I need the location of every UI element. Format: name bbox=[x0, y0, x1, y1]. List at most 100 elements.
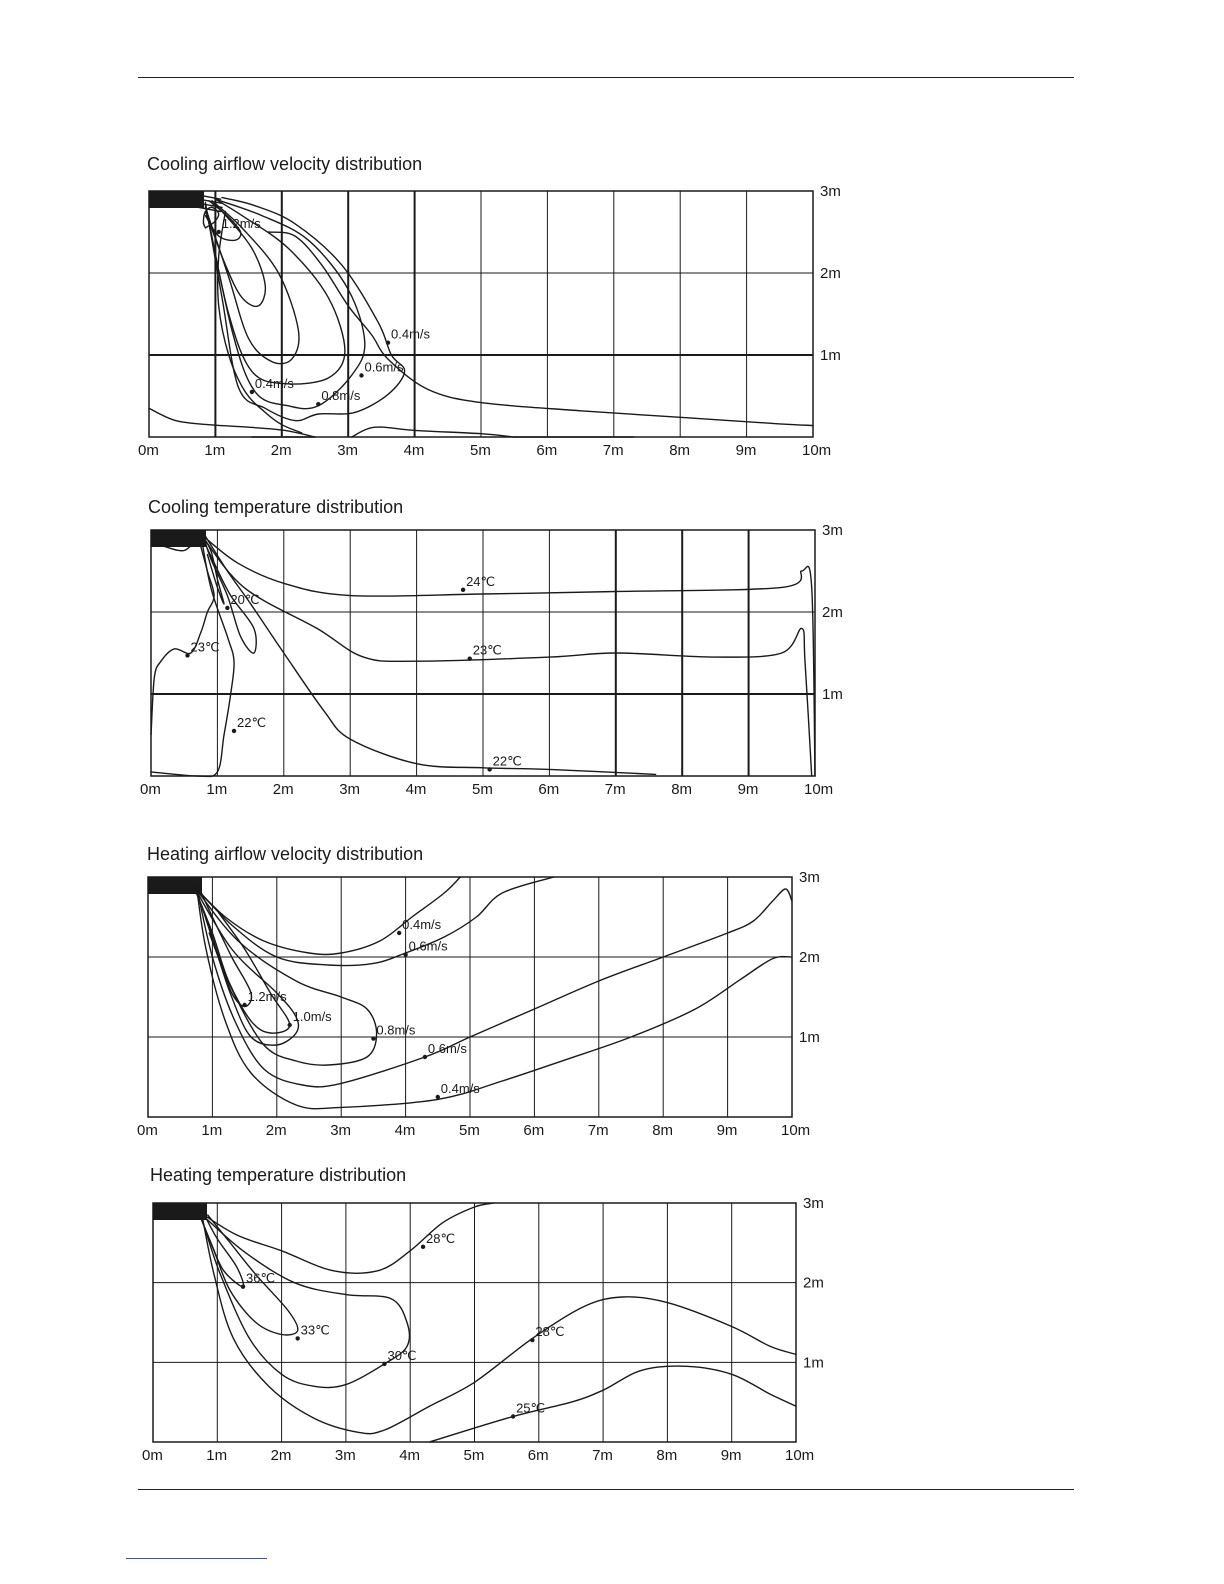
contour-line bbox=[197, 1210, 411, 1389]
y-tick-label: 2m bbox=[799, 949, 820, 966]
contour-label: 0.4m/s bbox=[255, 376, 295, 391]
x-tick-label: 7m bbox=[605, 781, 626, 798]
contour-label-marker bbox=[460, 587, 466, 593]
contour-label-marker bbox=[385, 340, 391, 345]
x-tick-label: 5m bbox=[470, 442, 491, 459]
x-tick-label: 0m bbox=[137, 1122, 158, 1139]
x-tick-label: 1m bbox=[204, 442, 225, 459]
y-tick-label: 2m bbox=[803, 1275, 824, 1292]
x-tick-label: 4m bbox=[395, 1122, 416, 1139]
contour-label-marker bbox=[359, 373, 364, 378]
x-tick-label: 0m bbox=[138, 442, 159, 459]
contour-label-marker bbox=[216, 229, 221, 235]
contour-line bbox=[192, 876, 461, 956]
contour-line bbox=[148, 407, 316, 438]
contour-line bbox=[200, 1210, 797, 1435]
contour-label: 23℃ bbox=[191, 639, 220, 654]
x-tick-label: 9m bbox=[736, 442, 757, 459]
contour-line bbox=[192, 884, 378, 1066]
contour-line bbox=[204, 198, 366, 410]
x-tick-label: 1m bbox=[206, 781, 227, 798]
x-tick-label: 10m bbox=[781, 1122, 810, 1139]
contour-label: 28℃ bbox=[426, 1231, 455, 1246]
contour-label-marker bbox=[240, 1284, 246, 1289]
outlet-jet-line bbox=[198, 206, 222, 213]
footer-rule bbox=[138, 1489, 1074, 1490]
plot-frame bbox=[147, 876, 793, 1118]
contour-label-marker bbox=[422, 1054, 428, 1060]
x-tick-label: 4m bbox=[406, 781, 427, 798]
chart-title: Heating temperature distribution bbox=[150, 1165, 406, 1185]
indoor-unit-outlet bbox=[153, 1203, 207, 1220]
contour-label: 22℃ bbox=[493, 753, 522, 768]
x-tick-label: 9m bbox=[721, 1447, 742, 1464]
contour-label: 0.8m/s bbox=[376, 1023, 416, 1038]
contour-label: 1.0m/s bbox=[293, 1009, 333, 1024]
contour-line bbox=[203, 533, 657, 776]
x-tick-label: 7m bbox=[592, 1447, 613, 1464]
x-tick-label: 8m bbox=[671, 781, 692, 798]
contour-line bbox=[197, 1210, 299, 1336]
y-tick-label: 3m bbox=[822, 522, 843, 539]
heating-temperature-chart: Heating temperature distribution 0m 1m 2m 3m… bbox=[142, 1165, 824, 1464]
x-tick-label: 10m bbox=[802, 442, 831, 459]
contour-line bbox=[204, 198, 346, 385]
contour-label: 20℃ bbox=[230, 592, 259, 607]
x-tick-label: 3m bbox=[339, 781, 360, 798]
contour-label: 22℃ bbox=[237, 715, 266, 730]
x-tick-label: 10m bbox=[785, 1447, 814, 1464]
x-tick-label: 0m bbox=[140, 781, 161, 798]
indoor-unit-outlet bbox=[149, 191, 204, 208]
y-tick-label: 3m bbox=[820, 183, 841, 200]
x-tick-label: 9m bbox=[717, 1122, 738, 1139]
contour-label: 0.4m/s bbox=[391, 327, 431, 342]
y-tick-label: 3m bbox=[799, 869, 820, 886]
contour-label: 0.8m/s bbox=[321, 388, 361, 403]
x-tick-label: 2m bbox=[271, 1447, 292, 1464]
contour-label: 36℃ bbox=[246, 1271, 275, 1286]
contour-line bbox=[200, 533, 813, 777]
contour-label: 28℃ bbox=[535, 1324, 564, 1339]
contour-line bbox=[192, 876, 555, 967]
contour-label-marker bbox=[403, 952, 408, 957]
contour-label-marker bbox=[382, 1361, 387, 1367]
y-tick-label: 1m bbox=[822, 686, 843, 703]
y-tick-label: 3m bbox=[803, 1195, 824, 1212]
contour-line bbox=[200, 533, 816, 777]
contour-label: 0.4m/s bbox=[402, 917, 442, 932]
y-tick-label: 1m bbox=[803, 1354, 824, 1371]
contour-line bbox=[202, 206, 220, 229]
y-tick-label: 2m bbox=[822, 604, 843, 621]
contour-label: 0.6m/s bbox=[428, 1041, 468, 1056]
contour-label-marker bbox=[420, 1244, 426, 1250]
contour-label-marker bbox=[316, 402, 321, 407]
x-tick-label: 2m bbox=[271, 442, 292, 459]
contour-label-marker bbox=[225, 605, 230, 611]
x-tick-label: 9m bbox=[738, 781, 759, 798]
contour-line bbox=[192, 884, 291, 1034]
contour-label-marker bbox=[185, 653, 190, 658]
contour-line bbox=[197, 1202, 495, 1274]
y-tick-label: 1m bbox=[799, 1029, 820, 1046]
x-tick-label: 3m bbox=[337, 442, 358, 459]
x-tick-label: 6m bbox=[528, 1447, 549, 1464]
contour-label-marker bbox=[287, 1022, 292, 1028]
contour-label: 23℃ bbox=[473, 643, 502, 658]
x-tick-label: 5m bbox=[464, 1447, 485, 1464]
y-tick-label: 1m bbox=[820, 347, 841, 364]
contour-label-marker bbox=[295, 1336, 300, 1341]
contour-label: 33℃ bbox=[301, 1322, 330, 1337]
outlet-jet-line bbox=[198, 202, 223, 209]
contour-label-marker bbox=[249, 389, 255, 395]
plot-frame bbox=[152, 1202, 797, 1443]
contour-line bbox=[350, 426, 515, 438]
x-tick-label: 6m bbox=[523, 1122, 544, 1139]
contour-label-marker bbox=[231, 728, 237, 734]
contour-line bbox=[150, 533, 235, 778]
x-tick-label: 7m bbox=[603, 442, 624, 459]
contour-line bbox=[204, 200, 267, 308]
plot-frame bbox=[150, 529, 816, 777]
x-tick-label: 6m bbox=[538, 781, 559, 798]
x-tick-label: 1m bbox=[206, 1447, 227, 1464]
